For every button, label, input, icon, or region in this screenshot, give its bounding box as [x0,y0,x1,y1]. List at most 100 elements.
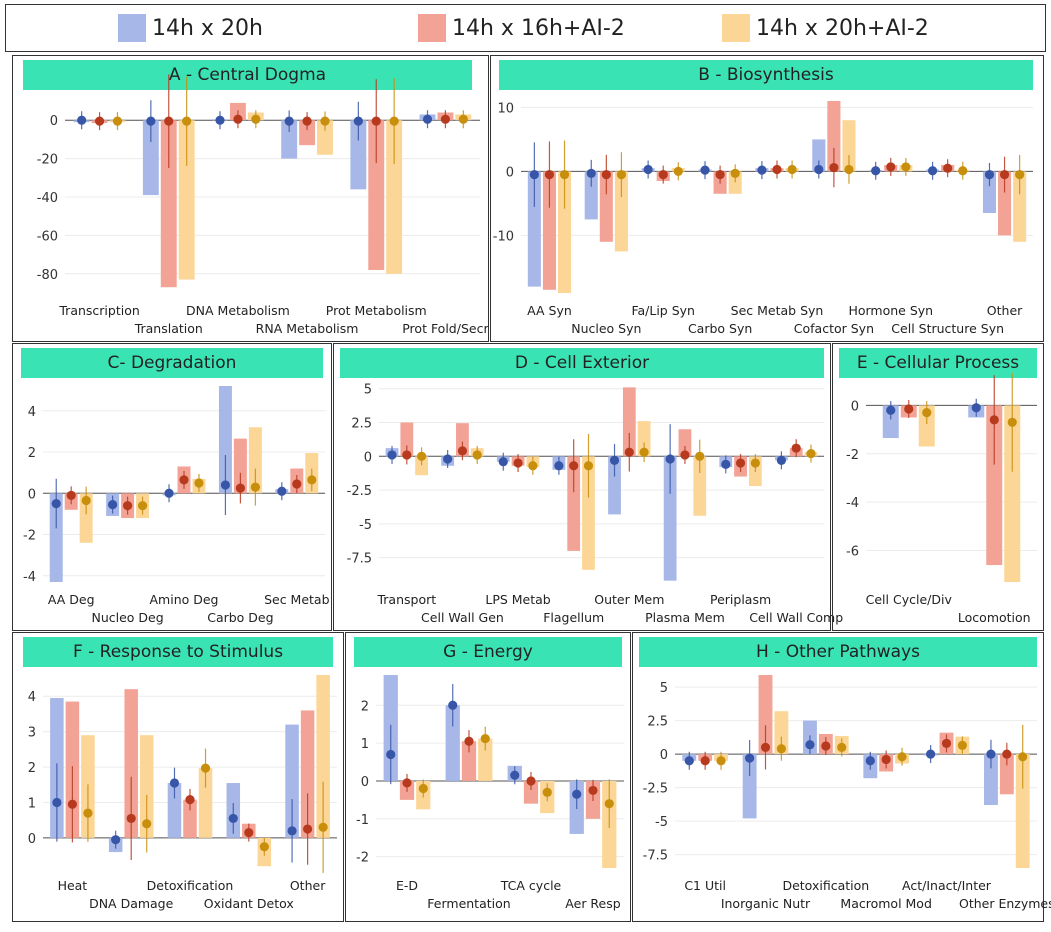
bar-f-2-0 [167,783,182,838]
marker-a-1-0 [146,116,156,126]
plot-c: 4 2 0 -2 -4 AA Deg Nucleo Deg Amino Deg Carbo De… [23,386,330,625]
bar-g-1-2 [478,738,493,781]
marker-d-7-2 [806,448,816,459]
bar-b-5-2 [842,120,856,172]
bar-f-2-2 [198,768,213,838]
bar-d-4-1 [622,387,636,457]
bar-a-3-1 [299,120,316,146]
ytick-a-2: -40 [37,191,58,206]
ytick-f-4: 0 [28,832,36,847]
ytick-d-2: 0 [364,450,372,465]
ytick-a-3: -60 [37,229,58,244]
xlabel-h-0: C1 Util [684,878,726,893]
marker-a-2-2 [251,114,261,124]
xlabel-b-7: Cell Structure Syn [891,321,1004,336]
marker-a-3-2 [320,116,330,126]
ytick-c-2: 0 [28,487,36,502]
marker-e-0-2 [922,408,932,418]
marker-a-4-0 [353,116,363,126]
marker-g-3-1 [588,785,598,796]
bar-b-1-1 [599,171,613,242]
marker-d-2-0 [498,457,508,467]
xlabel-a-0: Transcription [58,303,139,318]
marker-c-2-2 [194,478,204,488]
xlabel-b-6: Hormone Syn [848,303,933,318]
ytick-f-2: 2 [28,761,36,776]
xlabel-g-3: Aer Resp [565,896,620,911]
marker-b-1-0 [586,168,596,178]
panel-title-b: B - Biosynthesis [499,60,1033,90]
bar-b-1-2 [614,171,628,252]
panel-title-e: E - Cellular Process [839,348,1037,378]
marker-b-2-2 [673,166,683,176]
marker-c-0-2 [81,495,91,506]
marker-f-3-2 [259,842,269,852]
marker-h-0-2 [716,756,726,766]
bar-b-5-0 [812,139,826,172]
marker-h-0-0 [684,756,694,766]
marker-b-0-0 [529,170,539,180]
legend-swatch-1 [118,14,146,42]
marker-d-4-0 [609,455,620,465]
marker-b-5-1 [829,162,839,173]
marker-b-7-1 [943,163,953,173]
ytick-d-5: -7.5 [347,552,372,567]
bar-c-3-1 [233,438,247,494]
marker-h-5-2 [1018,752,1028,762]
marker-f-4-0 [287,826,297,836]
legend-item-2: 14h x 16h+AI-2 [418,14,625,42]
xlabel-h-5: Other Enzymes [959,896,1051,911]
xlabel-g-0: E-D [396,878,418,893]
xlabel-e-1: Locomotion [958,610,1031,625]
bar-h-5-0 [984,754,998,806]
marker-d-6-1 [735,458,746,468]
ytick-c-4: -4 [23,570,36,585]
marker-d-3-2 [583,461,594,471]
marker-h-1-2 [776,744,786,754]
bar-d-5-0 [663,456,677,581]
marker-f-1-1 [126,813,136,824]
xlabel-a-3: RNA Metabolism [256,321,359,336]
marker-h-3-2 [897,752,907,762]
bar-e-0-0 [882,405,899,439]
bar-b-8-2 [1013,171,1027,242]
marker-g-2-0 [510,770,520,780]
marker-d-2-2 [528,461,538,471]
xlabel-h-1: Inorganic Nutr [721,896,811,911]
plot-h: 5 2.5 0 -2.5 -5 -7.5 C1 Util Inorganic Nutr Deto… [643,675,1051,911]
bar-e-1-2 [1004,405,1021,582]
marker-b-6-1 [886,162,896,172]
ytick-f-3: 1 [28,796,36,811]
ytick-a-1: -20 [37,153,58,168]
bar-b-8-0 [982,171,997,213]
panel-b: B - Biosynthesis 10 0 -10 AA Syn Nucleo Syn Fa… [490,55,1044,342]
ytick-g-0: 2 [361,699,369,714]
xlabel-h-2: Detoxification [782,878,869,893]
marker-b-1-2 [616,170,627,180]
marker-b-4-0 [757,165,767,175]
marker-b-8-0 [984,170,995,180]
ytick-d-4: -5 [359,518,372,533]
marker-d-7-1 [791,443,801,453]
marker-g-2-1 [526,776,536,786]
marker-f-1-0 [111,835,121,845]
xlabel-d-4: Outer Mem [594,592,664,607]
xlabel-b-1: Nucleo Syn [571,321,641,336]
marker-d-1-0 [443,454,453,464]
bar-d-0-1 [400,422,414,457]
legend-label-3: 14h x 20h+AI-2 [756,15,929,41]
marker-h-2-1 [821,741,831,751]
marker-b-8-2 [1015,170,1025,180]
bar-d-5-2 [693,456,707,516]
marker-g-0-1 [402,778,412,788]
marker-b-3-2 [730,168,740,178]
marker-d-7-0 [776,455,786,465]
xlabel-c-0: AA Deg [48,592,95,607]
xlabel-b-4: Sec Metab Syn [731,303,824,318]
marker-f-4-1 [303,824,313,834]
bar-h-1-0 [742,754,757,819]
marker-f-4-2 [318,822,328,832]
panel-title-f: F - Response to Stimulus [23,637,333,667]
bar-b-5-1 [827,101,841,172]
